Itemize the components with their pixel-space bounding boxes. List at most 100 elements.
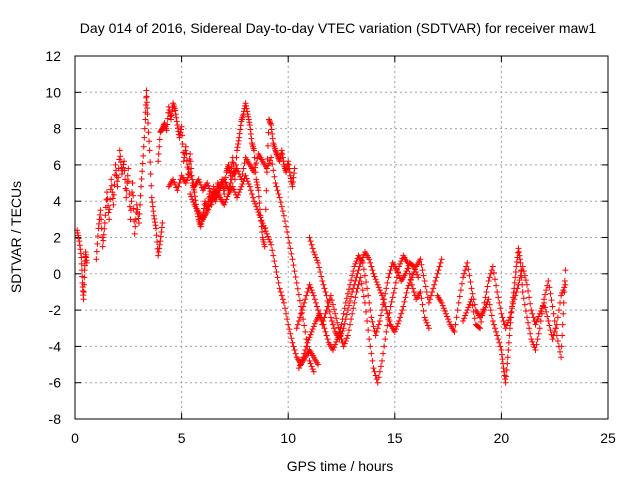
data-point: [245, 180, 252, 187]
data-point: [364, 317, 371, 324]
data-point: [504, 354, 511, 361]
data-point: [250, 194, 257, 201]
data-point: [318, 273, 325, 280]
y-tick-label: -8: [49, 411, 62, 427]
data-point: [375, 374, 382, 381]
data-point: [498, 310, 505, 317]
data-point: [522, 308, 529, 315]
data-point: [253, 176, 260, 183]
data-point: [334, 319, 341, 326]
data-point: [461, 270, 468, 277]
data-point: [331, 306, 338, 313]
data-point: [118, 170, 125, 177]
data-point: [515, 245, 522, 252]
data-point: [541, 299, 548, 306]
data-point: [345, 327, 352, 334]
data-point: [94, 233, 101, 240]
data-point: [493, 328, 500, 335]
data-point: [373, 278, 380, 285]
data-point: [418, 261, 425, 268]
data-point: [264, 142, 271, 149]
data-point: [551, 328, 558, 335]
data-point: [297, 359, 304, 366]
data-point: [512, 292, 519, 299]
data-point: [495, 294, 502, 301]
data-point: [460, 317, 467, 324]
data-point: [248, 135, 255, 142]
data-point: [178, 123, 185, 130]
data-point: [374, 325, 381, 332]
data-point: [135, 219, 142, 226]
data-point: [265, 129, 272, 136]
y-tick-label: 2: [53, 230, 61, 246]
data-point: [553, 321, 560, 328]
data-point: [368, 314, 375, 321]
data-point: [259, 219, 266, 226]
data-point: [516, 252, 523, 259]
data-point: [262, 228, 269, 235]
data-point: [546, 284, 553, 291]
data-point: [134, 206, 141, 213]
data-point: [139, 168, 146, 175]
data-point: [467, 298, 474, 305]
data-point: [80, 296, 87, 303]
data-point: [251, 198, 258, 205]
data-point: [484, 283, 491, 290]
data-point: [130, 205, 137, 212]
data-point: [223, 181, 230, 188]
data-point: [350, 305, 357, 312]
data-point: [376, 287, 383, 294]
data-point: [462, 312, 469, 319]
data-point: [143, 94, 150, 101]
data-point: [289, 256, 296, 263]
data-point: [339, 327, 346, 334]
data-point: [406, 270, 413, 277]
data-point: [456, 293, 463, 300]
data-point: [460, 274, 467, 281]
data-point: [397, 314, 404, 321]
data-point: [377, 363, 384, 370]
data-point: [263, 230, 270, 237]
data-point: [468, 285, 475, 292]
data-point: [151, 219, 158, 226]
data-point: [520, 295, 527, 302]
data-point: [312, 254, 319, 261]
data-point: [291, 347, 298, 354]
data-point: [344, 332, 351, 339]
data-point: [512, 274, 519, 281]
data-point: [191, 189, 198, 196]
data-point: [285, 321, 292, 328]
data-point: [308, 241, 315, 248]
data-point: [498, 347, 505, 354]
data-point: [376, 317, 383, 324]
data-point: [308, 287, 315, 294]
data-point: [197, 181, 204, 188]
data-point: [286, 165, 293, 172]
data-point: [342, 316, 349, 323]
data-point: [114, 183, 121, 190]
data-point: [278, 292, 285, 299]
data-point: [272, 147, 279, 154]
data-point: [505, 347, 512, 354]
data-point: [273, 183, 280, 190]
data-point: [438, 256, 445, 263]
y-tick-label: 6: [53, 157, 61, 173]
data-point: [312, 299, 319, 306]
data-point: [279, 296, 286, 303]
data-point: [311, 320, 318, 327]
data-point: [270, 167, 277, 174]
data-point: [492, 325, 499, 332]
data-point: [365, 292, 372, 299]
data-point: [196, 179, 203, 186]
data-point: [123, 194, 130, 201]
data-point: [235, 191, 242, 198]
data-point: [151, 215, 158, 222]
data-point: [257, 214, 264, 221]
data-point: [311, 296, 318, 303]
data-point: [229, 159, 236, 166]
data-point: [307, 360, 314, 367]
data-point: [366, 336, 373, 343]
data-point: [236, 189, 243, 196]
data-point: [101, 225, 108, 232]
data-point: [253, 160, 260, 167]
